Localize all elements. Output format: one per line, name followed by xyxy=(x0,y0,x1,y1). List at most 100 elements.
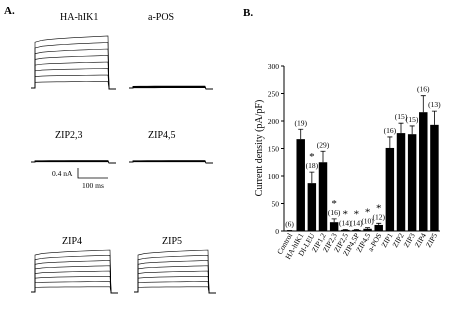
error-bar xyxy=(342,228,348,230)
current-trace xyxy=(129,86,213,90)
panel-label: A. xyxy=(4,5,15,17)
n-label: (14) xyxy=(350,218,363,227)
scale-label: 100 ms xyxy=(82,181,104,190)
bar xyxy=(385,147,395,231)
current-trace xyxy=(31,160,116,164)
current-trace xyxy=(31,55,116,90)
scale-label: 0.4 nA xyxy=(52,169,73,178)
error-bar xyxy=(309,171,315,184)
n-label: (12) xyxy=(372,212,385,221)
n-label: (6) xyxy=(285,219,294,228)
current-trace xyxy=(31,161,116,164)
current-trace xyxy=(31,81,116,90)
current-trace xyxy=(31,286,118,294)
y-tick-label: 150 xyxy=(268,145,280,154)
current-trace xyxy=(134,260,216,294)
bar xyxy=(318,162,328,231)
error-bar xyxy=(398,122,404,134)
current-trace xyxy=(129,160,213,164)
current-trace xyxy=(31,42,116,90)
n-label: (13) xyxy=(428,100,441,109)
n-label: (18) xyxy=(306,161,319,170)
n-label: (29) xyxy=(317,140,330,149)
n-label: (19) xyxy=(294,118,307,127)
current-trace xyxy=(134,270,216,294)
current-trace xyxy=(129,161,213,164)
trace-label: a-POS xyxy=(148,12,174,23)
bar xyxy=(296,139,305,231)
n-label: (16) xyxy=(384,126,397,135)
current-trace xyxy=(31,281,118,294)
significance-mark: * xyxy=(376,202,382,214)
y-tick-label: 0 xyxy=(275,227,279,236)
error-bar xyxy=(420,95,426,113)
scale-bar xyxy=(77,168,108,179)
y-tick-label: 100 xyxy=(268,172,280,181)
current-trace xyxy=(134,281,216,294)
current-trace xyxy=(134,265,216,294)
y-tick-label: 50 xyxy=(272,200,280,209)
current-trace xyxy=(31,68,116,90)
trace-label: HA-hIK1 xyxy=(60,12,98,23)
current-trace xyxy=(31,249,118,294)
n-label: (16) xyxy=(328,208,341,217)
current-trace xyxy=(129,161,213,164)
current-trace xyxy=(31,270,118,294)
current-trace xyxy=(129,87,213,90)
error-bar xyxy=(365,227,371,229)
bar xyxy=(430,124,439,231)
n-label: (10) xyxy=(361,217,374,226)
bar xyxy=(396,133,406,231)
current-trace xyxy=(31,265,118,294)
error-bar xyxy=(376,222,382,225)
bar xyxy=(374,224,383,231)
error-bar xyxy=(331,218,337,223)
bar xyxy=(329,222,339,231)
current-trace xyxy=(134,286,216,294)
current-trace xyxy=(129,87,213,90)
current-trace xyxy=(129,161,213,164)
significance-mark: * xyxy=(354,208,360,220)
y-tick-label: 200 xyxy=(268,117,280,126)
bar xyxy=(307,183,317,231)
n-label: (15) xyxy=(395,112,408,121)
current-trace xyxy=(31,74,116,90)
bar xyxy=(407,134,417,231)
current-trace xyxy=(31,61,116,90)
error-bar xyxy=(409,125,415,135)
bar xyxy=(341,229,350,231)
current-trace xyxy=(31,35,116,90)
significance-mark: * xyxy=(343,208,349,220)
current-trace xyxy=(134,275,216,294)
panel-label: B. xyxy=(243,7,253,19)
error-bar xyxy=(431,110,437,125)
current-trace xyxy=(31,260,118,294)
n-label: (14) xyxy=(339,218,352,227)
current-trace xyxy=(31,275,118,294)
error-bar xyxy=(387,136,393,148)
x-tick-label: ZIP5 xyxy=(424,231,439,249)
y-axis-label: Current density (pA/pF) xyxy=(254,100,265,197)
trace-label: ZIP5 xyxy=(162,236,182,247)
error-bar xyxy=(298,128,304,140)
bar xyxy=(419,112,428,231)
current-trace xyxy=(134,254,216,294)
n-label: (15) xyxy=(406,115,419,124)
current-trace xyxy=(129,85,213,90)
current-trace xyxy=(134,249,216,294)
trace-label: ZIP4,5 xyxy=(148,130,176,141)
significance-mark: * xyxy=(331,198,337,210)
trace-label: ZIP4 xyxy=(62,236,82,247)
trace-label: ZIP2,3 xyxy=(55,130,83,141)
n-label: (16) xyxy=(417,85,430,94)
current-trace xyxy=(31,161,116,164)
current-trace xyxy=(31,161,116,164)
bar xyxy=(363,228,372,231)
bar xyxy=(352,229,361,231)
significance-mark: * xyxy=(309,151,315,163)
y-tick-label: 300 xyxy=(268,62,280,71)
current-trace xyxy=(31,48,116,90)
current-trace xyxy=(31,254,118,294)
significance-mark: * xyxy=(365,207,371,219)
